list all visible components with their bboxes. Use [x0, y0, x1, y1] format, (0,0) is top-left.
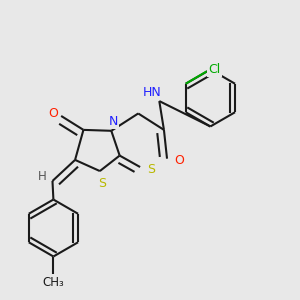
- Text: CH₃: CH₃: [43, 276, 64, 289]
- Text: N: N: [109, 115, 119, 128]
- Text: O: O: [174, 154, 184, 167]
- Text: S: S: [147, 163, 155, 176]
- Text: O: O: [49, 107, 58, 120]
- Text: HN: HN: [143, 86, 162, 99]
- Text: S: S: [98, 177, 106, 190]
- Text: Cl: Cl: [208, 63, 220, 76]
- Text: H: H: [38, 170, 47, 183]
